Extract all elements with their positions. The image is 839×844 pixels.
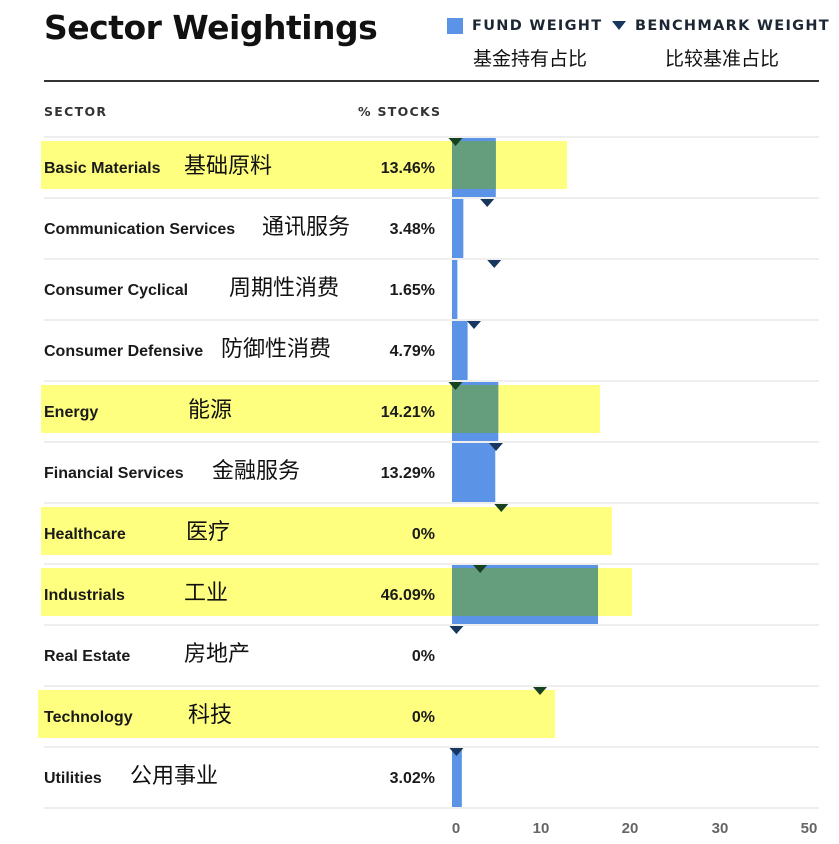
highlight-band-technology [38, 690, 555, 738]
sector-label-consumer-cyclical: Consumer Cyclical [44, 282, 188, 299]
stocks-value-consumer-defensive: 4.79% [390, 343, 435, 360]
header-divider [44, 80, 819, 82]
benchmark-marker-financial-services [489, 443, 503, 451]
sector-chinese-label-consumer-cyclical: 周期性消费 [229, 276, 339, 301]
fund-weight-swatch-icon [447, 18, 463, 34]
fund-bar-consumer-cyclical [452, 260, 458, 319]
stocks-value-basic-materials: 13.46% [381, 160, 435, 177]
sector-chinese-label-basic-materials: 基础原料 [184, 154, 272, 179]
fund-bar-overlap-industrials [452, 568, 599, 616]
x-tick-label: 30 [712, 820, 729, 837]
sector-chinese-label-real-estate: 房地产 [184, 642, 250, 667]
fund-bar-communication-services [452, 199, 464, 258]
legend-fund-label: FUND WEIGHT [472, 18, 603, 34]
fund-bar-overlap-energy [452, 385, 499, 433]
benchmark-marker-real-estate [449, 626, 464, 634]
fund-bar-overlap-basic-materials [452, 141, 496, 189]
sector-chinese-label-healthcare: 医疗 [186, 520, 230, 545]
sector-label-communication-services: Communication Services [44, 221, 235, 238]
x-tick-label: 10 [533, 820, 550, 837]
stocks-value-healthcare: 0% [412, 526, 435, 543]
benchmark-marker-basic-materials [448, 138, 463, 146]
stocks-value-real-estate: 0% [412, 648, 435, 665]
x-tick-label: 20 [622, 820, 639, 837]
stocks-value-consumer-cyclical: 1.65% [390, 282, 435, 299]
benchmark-triangle-icon [612, 21, 626, 30]
sector-label-industrials: Industrials [44, 587, 125, 604]
benchmark-marker-technology [533, 687, 547, 695]
highlight-band-energy [41, 385, 600, 433]
legend-benchmark-label: BENCHMARK WEIGHT [635, 18, 830, 34]
page-title: Sector Weightings [44, 8, 378, 47]
sector-chinese-label-utilities: 公用事业 [130, 764, 218, 789]
sector-chinese-label-technology: 科技 [188, 703, 232, 728]
stocks-value-utilities: 3.02% [390, 770, 435, 787]
stocks-value-technology: 0% [412, 709, 435, 726]
sector-chinese-label-energy: 能源 [188, 398, 232, 423]
benchmark-marker-healthcare [494, 504, 509, 512]
x-tick-label: 50 [801, 820, 818, 837]
fund-bar-utilities [452, 748, 462, 807]
sector-label-real-estate: Real Estate [44, 648, 130, 665]
sector-label-energy: Energy [44, 404, 98, 421]
stocks-value-industrials: 46.09% [381, 587, 435, 604]
legend-benchmark-chinese-label: 比较基准占比 [665, 48, 780, 70]
benchmark-marker-energy [448, 382, 463, 390]
sector-chinese-label-consumer-defensive: 防御性消费 [221, 337, 331, 362]
stocks-value-financial-services: 13.29% [381, 465, 435, 482]
benchmark-marker-utilities [449, 748, 464, 756]
legend-fund-chinese-label: 基金持有占比 [473, 48, 588, 70]
column-header-sector: SECTOR [44, 104, 108, 119]
sector-label-utilities: Utilities [44, 770, 102, 787]
sector-chinese-label-communication-services: 通讯服务 [262, 215, 350, 240]
sector-label-technology: Technology [44, 709, 133, 726]
stocks-value-communication-services: 3.48% [390, 221, 435, 238]
benchmark-marker-industrials [473, 565, 488, 573]
benchmark-marker-consumer-defensive [467, 321, 481, 329]
column-header-stocks: % STOCKS [358, 104, 442, 119]
sector-label-healthcare: Healthcare [44, 526, 126, 543]
benchmark-marker-consumer-cyclical [487, 260, 502, 268]
benchmark-marker-communication-services [480, 199, 495, 207]
sector-label-consumer-defensive: Consumer Defensive [44, 343, 203, 360]
x-tick-label: 0 [452, 820, 460, 837]
legend-benchmark-weight: BENCHMARK WEIGHT [612, 18, 830, 34]
sector-chinese-label-financial-services: 金融服务 [212, 459, 300, 484]
stocks-value-energy: 14.21% [381, 404, 435, 421]
highlight-band-healthcare [41, 507, 612, 555]
sector-label-financial-services: Financial Services [44, 465, 184, 482]
fund-bar-consumer-defensive [452, 321, 468, 380]
sector-label-basic-materials: Basic Materials [44, 160, 161, 177]
legend-fund-weight: FUND WEIGHT [447, 18, 602, 34]
sector-chinese-label-industrials: 工业 [184, 581, 228, 606]
fund-bar-financial-services [452, 443, 496, 502]
